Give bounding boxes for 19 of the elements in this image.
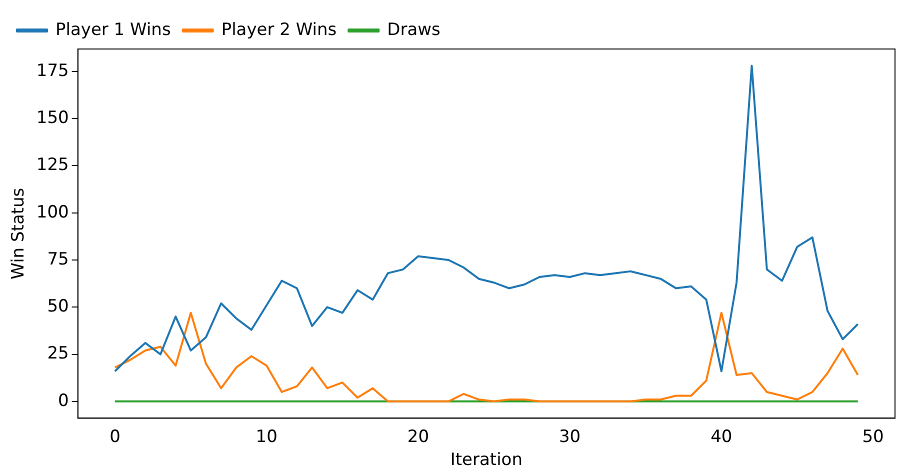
legend-label: Player 2 Wins: [221, 20, 337, 40]
y-tick-label: 75: [47, 249, 69, 270]
x-tick-label: 20: [407, 426, 430, 447]
y-tick-label: 25: [47, 344, 69, 364]
y-tick-label: 50: [47, 296, 69, 317]
y-tick-label: 175: [36, 60, 69, 81]
x-axis-title: Iteration: [450, 450, 522, 470]
y-tick-label: 150: [36, 108, 69, 128]
x-tick-label: 30: [558, 426, 581, 447]
y-tick-label: 100: [36, 202, 69, 222]
legend-label: Player 1 Wins: [56, 20, 171, 40]
x-tick-label: 10: [256, 426, 278, 447]
x-tick-label: 40: [710, 426, 732, 447]
x-tick-label: 0: [110, 426, 120, 447]
y-tick-label: 125: [36, 155, 69, 176]
y-tick-label: 0: [58, 390, 69, 411]
legend-label: Draws: [387, 20, 441, 40]
x-tick-label: 50: [862, 426, 884, 447]
y-axis-title: Win Status: [8, 188, 29, 280]
